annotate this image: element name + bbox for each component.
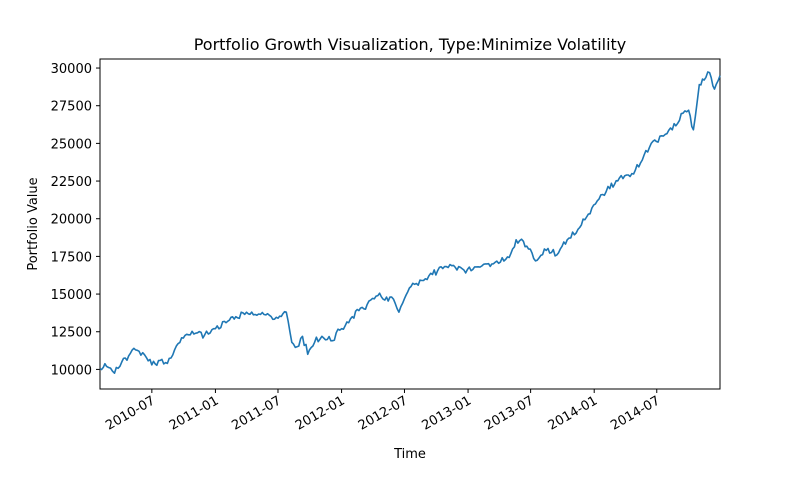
x-axis-label: Time — [393, 447, 426, 462]
x-tick-label: 2011-07 — [229, 393, 284, 433]
y-tick-label: 30000 — [51, 62, 92, 77]
y-tick-label: 27500 — [51, 100, 92, 115]
plot-area — [99, 58, 721, 390]
y-tick-label: 10000 — [51, 363, 92, 378]
x-tick-label: 2011-01 — [167, 393, 222, 433]
x-tick-label: 2010-07 — [103, 393, 158, 433]
x-tick-label: 2013-01 — [420, 393, 475, 433]
y-tick-label: 25000 — [51, 137, 92, 152]
x-tick-label: 2014-01 — [546, 393, 601, 433]
y-tick-label: 22500 — [51, 175, 92, 190]
y-tick-label: 15000 — [51, 288, 92, 303]
x-tick-label: 2012-01 — [293, 393, 348, 433]
chart-title: Portfolio Growth Visualization, Type:Min… — [194, 35, 627, 54]
x-axis: 2010-07 2011-01 2011-07 2012-01 2012-07 2013-… — [103, 389, 663, 434]
y-tick-label: 12500 — [51, 326, 92, 341]
portfolio-value-line — [99, 71, 721, 374]
x-tick-label: 2014-07 — [608, 393, 663, 433]
y-tick-label: 17500 — [51, 250, 92, 265]
plot-frame — [99, 58, 721, 390]
y-tick-label: 20000 — [51, 213, 92, 228]
y-axis-label: Portfolio Value — [26, 177, 41, 270]
y-axis: 10000 12500 15000 17500 20000 22500 25000 27500… — [51, 62, 100, 378]
x-tick-label: 2013-07 — [482, 393, 537, 433]
series-layer — [99, 71, 721, 374]
x-tick-label: 2012-07 — [356, 393, 411, 433]
